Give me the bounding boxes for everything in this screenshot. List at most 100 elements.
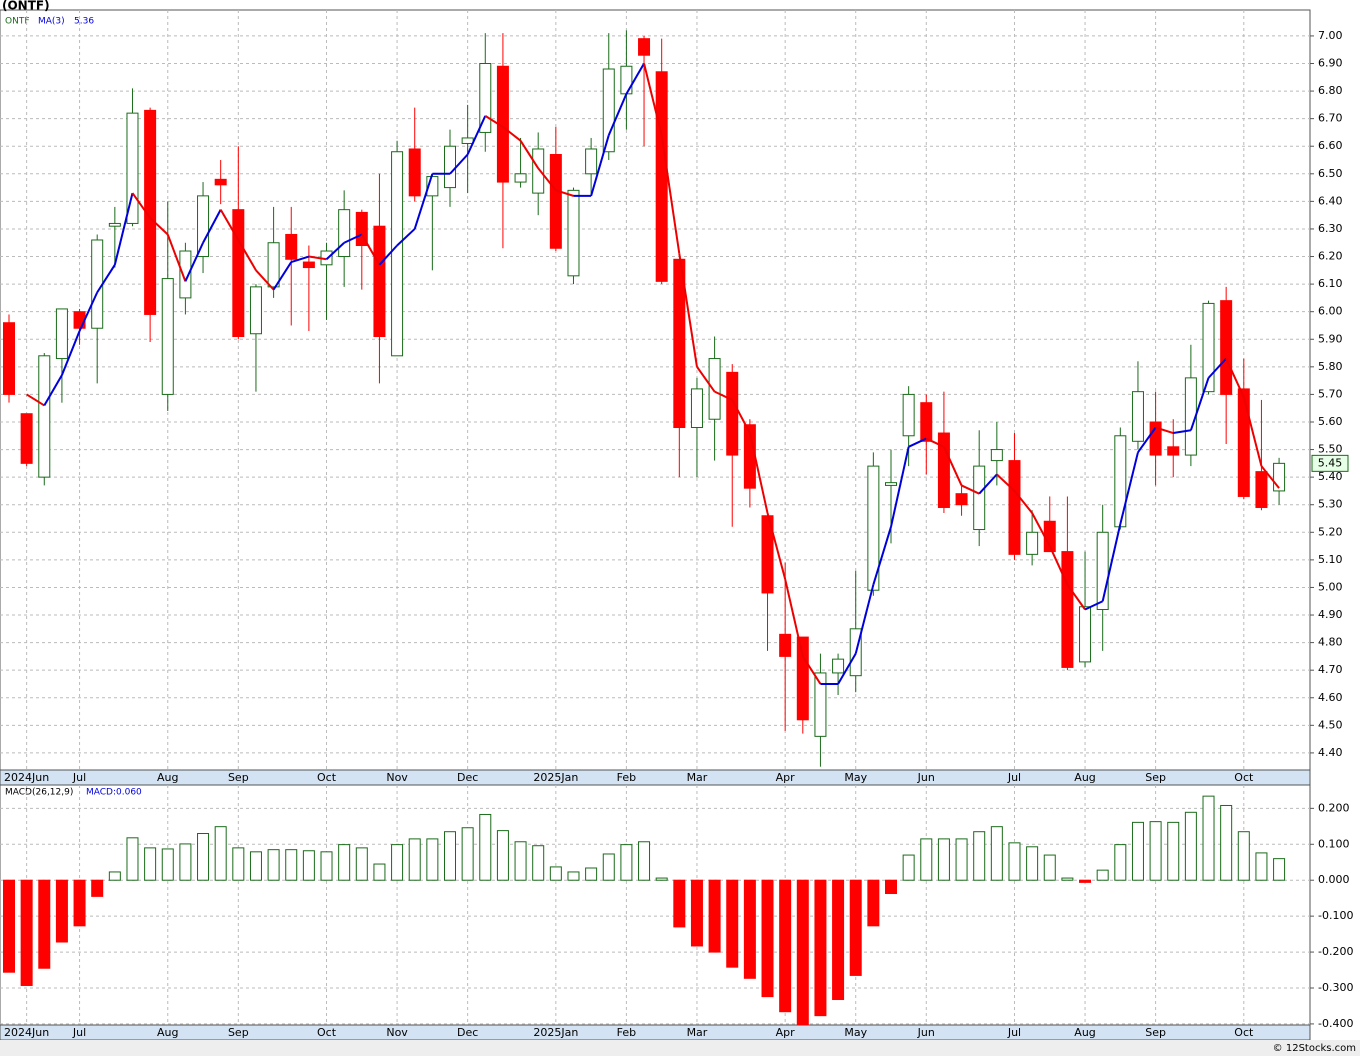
candle-body <box>1131 391 1144 442</box>
candle-body <box>73 311 86 329</box>
y-tick-label: 6.90 <box>1318 56 1343 69</box>
credit: © 12Stocks.com <box>1273 1043 1356 1054</box>
candle-body <box>444 145 456 189</box>
macd-bar <box>55 879 68 943</box>
macd-bar <box>602 853 615 881</box>
candle-body <box>973 465 986 531</box>
y-tick-label: -0.300 <box>1318 981 1353 994</box>
x-tick-label: Jul <box>72 771 86 784</box>
candle-body <box>567 189 580 277</box>
y-tick-label: 6.10 <box>1318 277 1343 290</box>
x-tick-label: Oct <box>1234 771 1254 784</box>
ma-segment <box>360 233 381 266</box>
ma-segment <box>184 242 204 282</box>
candle-body <box>549 153 562 249</box>
ma-segment <box>1242 396 1263 467</box>
ma-segment <box>219 209 240 241</box>
y-tick-label: 5.90 <box>1318 332 1343 345</box>
ma-segment <box>1048 545 1069 586</box>
macd-bar <box>126 837 139 881</box>
ma-segment <box>555 189 574 197</box>
macd-bar <box>285 849 298 881</box>
ma-segment <box>78 291 99 332</box>
macd-bar <box>179 843 192 881</box>
macd-bar <box>885 879 897 895</box>
ma-segment <box>890 446 910 527</box>
macd-bar <box>1061 877 1074 881</box>
y-tick-label: 5.70 <box>1318 387 1343 400</box>
candle-body <box>796 636 809 721</box>
x-tick-label: Jun <box>917 1026 935 1039</box>
y-tick-label: 4.70 <box>1318 663 1343 676</box>
x-tick-label: Sep <box>228 1026 249 1039</box>
legend-ma-value: 5.36 <box>74 17 94 27</box>
macd-bar <box>373 863 386 881</box>
ma-segment <box>26 393 45 407</box>
candle-body <box>249 286 262 335</box>
candle-body <box>161 278 174 395</box>
x-tick-label: Nov <box>386 771 408 784</box>
ma-segment <box>1189 377 1210 431</box>
candle-body <box>990 449 1003 462</box>
ma-segment <box>272 261 293 291</box>
candle-body <box>355 211 368 247</box>
candle-body <box>1255 471 1268 508</box>
ma-segment <box>908 437 927 448</box>
ma-segment <box>996 473 1016 492</box>
macd-bar <box>708 879 721 953</box>
y-tick-label: -0.100 <box>1318 909 1353 922</box>
y-tick-label: 6.40 <box>1318 194 1343 207</box>
ma-segment <box>872 526 892 585</box>
x-tick-label: Aug <box>157 1026 178 1039</box>
macd-bar <box>1131 821 1144 881</box>
macd-bar <box>761 879 774 998</box>
candle-body <box>232 209 245 338</box>
macd-bar <box>690 879 703 947</box>
ma-segment <box>113 192 134 266</box>
x-tick-label: Oct <box>317 1026 337 1039</box>
ma-segment <box>519 140 540 169</box>
ma-segment <box>607 93 628 136</box>
y-tick-label: 5.30 <box>1318 498 1343 511</box>
ma-segment <box>290 255 310 264</box>
y-tick-label: 6.60 <box>1318 139 1343 152</box>
ma-segment <box>1207 357 1227 379</box>
candle-body <box>285 233 298 260</box>
ma-segment <box>502 126 522 142</box>
ma-segment <box>925 437 945 448</box>
x-tick-label: Sep <box>228 771 249 784</box>
x-tick-label: Dec <box>457 1026 478 1039</box>
macd-bar <box>638 841 651 881</box>
candle-body <box>602 68 615 153</box>
candle-body <box>726 371 739 456</box>
y-tick-label: 0.000 <box>1318 873 1350 886</box>
candle-body <box>1167 446 1180 456</box>
x-tick-label: Apr <box>776 771 796 784</box>
macd-bar <box>514 841 527 881</box>
ma-segment <box>1260 465 1280 489</box>
ma-segment <box>237 239 257 271</box>
candle-body <box>832 658 845 674</box>
ma-segment <box>590 134 610 197</box>
ma-segment <box>537 167 557 191</box>
x-tick-label: 2024Jun <box>4 1026 49 1039</box>
macd-bar <box>673 879 686 928</box>
ma-segment <box>961 484 980 495</box>
candle-body <box>1114 435 1127 528</box>
x-tick-label: Jul <box>72 1026 86 1039</box>
ma-segment <box>643 63 663 136</box>
candle-body <box>638 38 651 56</box>
macd-bar <box>796 879 809 1026</box>
y-tick-label: 7.00 <box>1318 29 1343 42</box>
y-tick-label: 5.20 <box>1318 525 1343 538</box>
macd-bar <box>1167 821 1180 881</box>
macd-bar <box>161 848 174 881</box>
macd-bar <box>1255 852 1268 881</box>
ma-segment <box>484 115 504 128</box>
ma-segment <box>131 192 151 219</box>
candle-body <box>655 71 668 282</box>
macd-bar <box>144 847 157 881</box>
macd-bar <box>990 826 1003 881</box>
candle-body <box>373 225 386 338</box>
ma-segment <box>343 233 363 244</box>
